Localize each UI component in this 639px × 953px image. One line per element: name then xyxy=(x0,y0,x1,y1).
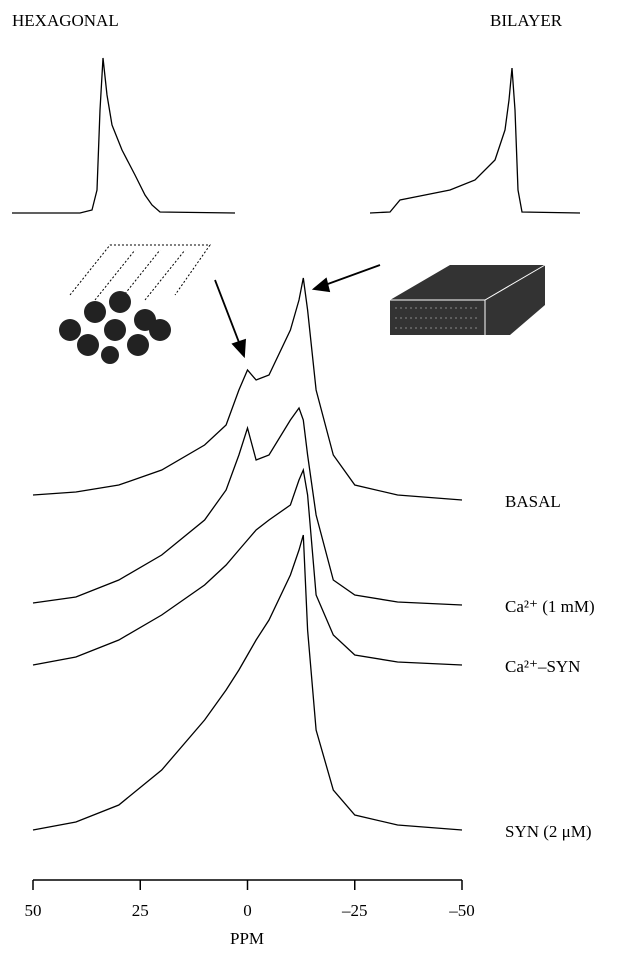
arrows xyxy=(215,265,380,356)
hexagonal-illustration xyxy=(59,245,210,364)
spectrum-label: SYN (2 μM) xyxy=(505,822,592,841)
figure: HEXAGONAL BILAYER PPM 50 25 0 –25 –50 BASAL Ca… xyxy=(0,0,639,953)
bilayer-title: BILAYER xyxy=(490,11,563,30)
bilayer-inset-spectrum xyxy=(370,68,580,213)
x-tick-label: 50 xyxy=(25,901,42,920)
spectrum-label: Ca²⁺–SYN xyxy=(505,657,580,676)
x-tick-label: 0 xyxy=(243,901,252,920)
hexagonal-title: HEXAGONAL xyxy=(12,11,119,30)
bilayer-illustration xyxy=(390,265,545,335)
x-tick-label: 25 xyxy=(132,901,149,920)
spectrum-label: BASAL xyxy=(505,492,561,511)
hexagonal-inset-spectrum xyxy=(12,58,235,213)
x-axis-label: PPM xyxy=(230,929,264,948)
x-tick-label: –50 xyxy=(448,901,475,920)
spectrum-label: Ca²⁺ (1 mM) xyxy=(505,597,595,616)
spectrum-line xyxy=(33,408,462,605)
x-tick-label: –25 xyxy=(341,901,368,920)
spectrum-line xyxy=(33,470,462,665)
spectrum-line xyxy=(33,535,462,830)
